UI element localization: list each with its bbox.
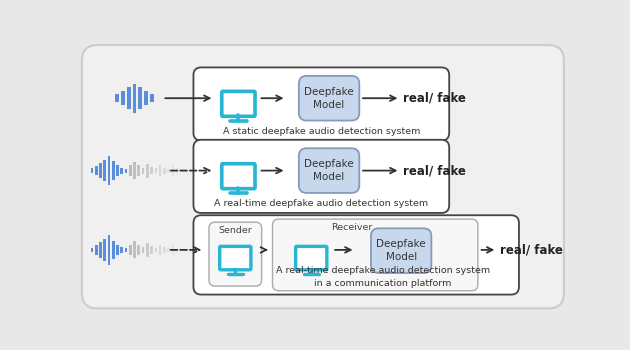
- Text: A real-time deepfake audio detection system: A real-time deepfake audio detection sys…: [214, 199, 428, 208]
- FancyBboxPatch shape: [82, 45, 564, 308]
- Bar: [103, 160, 106, 181]
- Bar: [121, 91, 125, 105]
- Bar: [103, 239, 106, 261]
- FancyBboxPatch shape: [209, 222, 261, 286]
- Bar: [137, 245, 140, 255]
- Bar: [176, 168, 178, 174]
- Bar: [125, 169, 127, 173]
- Bar: [129, 245, 132, 255]
- Text: real/ fake: real/ fake: [403, 92, 466, 105]
- Bar: [146, 243, 149, 257]
- Bar: [142, 247, 144, 253]
- Bar: [108, 235, 110, 265]
- Bar: [99, 242, 102, 258]
- Text: real/ fake: real/ fake: [403, 164, 466, 177]
- Text: Receiver: Receiver: [331, 223, 372, 232]
- FancyBboxPatch shape: [299, 148, 359, 193]
- Bar: [95, 245, 98, 254]
- Bar: [115, 94, 119, 102]
- Bar: [108, 156, 110, 185]
- FancyBboxPatch shape: [193, 68, 449, 141]
- FancyBboxPatch shape: [299, 76, 359, 120]
- Bar: [159, 165, 161, 176]
- Bar: [159, 245, 161, 255]
- Bar: [150, 246, 153, 254]
- Bar: [171, 245, 175, 255]
- Bar: [99, 163, 102, 178]
- FancyBboxPatch shape: [273, 219, 478, 291]
- Bar: [132, 84, 137, 113]
- Bar: [91, 168, 93, 173]
- Bar: [139, 88, 142, 109]
- Bar: [95, 166, 98, 175]
- Bar: [127, 88, 130, 109]
- Bar: [112, 161, 115, 180]
- Bar: [133, 241, 136, 258]
- Bar: [137, 165, 140, 176]
- Text: real/ fake: real/ fake: [500, 243, 563, 257]
- FancyBboxPatch shape: [295, 246, 327, 270]
- Bar: [163, 168, 166, 174]
- Text: A static deepfake audio detection system: A static deepfake audio detection system: [222, 127, 420, 136]
- Bar: [125, 248, 127, 252]
- Bar: [146, 164, 149, 177]
- Bar: [150, 167, 153, 174]
- Bar: [176, 247, 178, 253]
- Bar: [154, 168, 158, 173]
- Bar: [133, 162, 136, 179]
- Bar: [116, 165, 119, 176]
- Bar: [120, 247, 123, 253]
- Bar: [154, 247, 158, 252]
- FancyBboxPatch shape: [222, 91, 255, 116]
- Bar: [168, 169, 170, 173]
- Text: Deepfake
Model: Deepfake Model: [376, 239, 426, 262]
- Text: Deepfake
Model: Deepfake Model: [304, 86, 354, 110]
- Bar: [112, 241, 115, 259]
- Bar: [150, 94, 154, 102]
- Bar: [91, 247, 93, 252]
- Text: A real-time deepfake audio detection system
in a communication platform: A real-time deepfake audio detection sys…: [276, 266, 490, 288]
- Bar: [163, 247, 166, 253]
- Bar: [171, 165, 175, 176]
- FancyBboxPatch shape: [222, 164, 255, 189]
- FancyBboxPatch shape: [371, 228, 432, 273]
- Text: Sender: Sender: [219, 226, 252, 235]
- Bar: [120, 168, 123, 174]
- Text: Deepfake
Model: Deepfake Model: [304, 159, 354, 182]
- Bar: [116, 245, 119, 255]
- FancyBboxPatch shape: [193, 215, 519, 295]
- Bar: [168, 248, 170, 252]
- Bar: [144, 91, 148, 105]
- FancyBboxPatch shape: [220, 246, 251, 270]
- Bar: [142, 168, 144, 174]
- Bar: [129, 165, 132, 176]
- FancyBboxPatch shape: [193, 140, 449, 213]
